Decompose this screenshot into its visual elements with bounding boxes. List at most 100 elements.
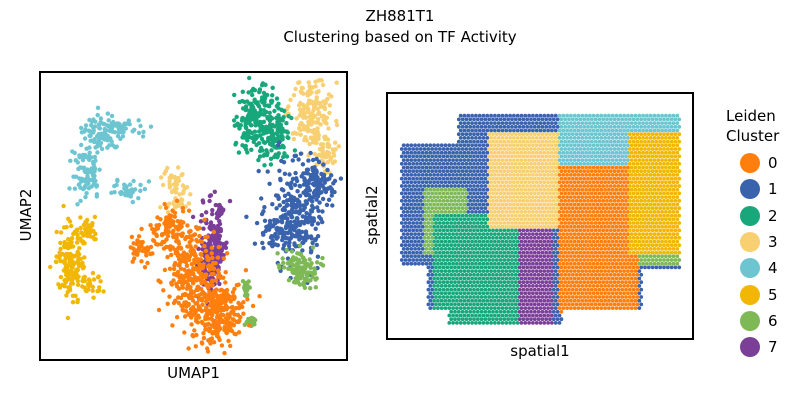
umap-point-cluster-3 [176,175,181,181]
umap-point-cluster-0 [173,260,178,266]
spatial-spot-cluster-1 [428,165,433,170]
spatial-spot-cluster-3 [487,139,492,144]
umap-point-cluster-0 [234,283,240,288]
spatial-spot-cluster-2 [455,217,459,222]
spatial-spot-cluster-0 [586,198,590,203]
spatial-spot-cluster-0 [574,243,579,248]
umap-point-cluster-2 [282,151,287,156]
spatial-spot-cluster-2 [479,213,484,218]
spatial-spot-cluster-4 [616,124,621,129]
umap-point-cluster-2 [244,116,249,122]
spatial-spot-cluster-0 [572,187,577,192]
spatial-spot-cluster-2 [455,224,459,229]
spatial-spot-cluster-0 [582,198,587,203]
spatial-spot-cluster-0 [578,213,583,218]
spatial-spot-cluster-5 [673,221,678,225]
spatial-spot-cluster-1 [534,113,539,118]
umap-point-cluster-5 [75,232,80,238]
spatial-spot-cluster-3 [508,143,512,148]
spatial-spot-cluster-3 [510,154,514,159]
spatial-spot-cluster-0 [624,235,628,240]
umap-point-cluster-0 [211,298,216,304]
spatial-spot-cluster-1 [462,158,467,162]
spatial-spot-cluster-1 [479,184,484,188]
spatial-spot-cluster-4 [635,117,640,122]
spatial-spot-cluster-0 [567,176,571,181]
spatial-spot-cluster-1 [510,124,514,129]
spatial-spot-cluster-4 [567,139,571,144]
spatial-spot-cluster-7 [532,228,537,233]
spatial-spot-cluster-0 [580,165,585,170]
spatial-spot-cluster-3 [508,195,512,199]
spatial-spot-cluster-1 [519,121,524,125]
spatial-spot-cluster-0 [557,202,562,207]
spatial-spot-cluster-3 [498,221,503,225]
spatial-spot-cluster-1 [468,147,473,151]
spatial-spot-cluster-1 [436,158,440,162]
spatial-spot-cluster-5 [662,206,666,211]
umap-point-cluster-5 [48,264,53,270]
spatial-spot-cluster-0 [572,195,577,199]
spatial-spot-cluster-0 [605,169,609,174]
spatial-spot-cluster-1 [455,165,459,170]
spatial-spot-cluster-3 [531,165,535,170]
spatial-spot-cluster-6 [428,224,433,229]
spatial-spot-cluster-5 [665,228,670,233]
spatial-spot-cluster-4 [580,158,585,162]
spatial-spot-cluster-0 [626,165,630,170]
spatial-spot-cluster-1 [555,228,560,233]
umap-point-cluster-1 [289,214,295,220]
spatial-spot-cluster-0 [578,184,583,188]
umap-point-cluster-0 [223,270,228,275]
spatial-spot-cluster-2 [494,243,499,248]
spatial-spot-cluster-5 [639,169,644,174]
spatial-spot-cluster-1 [468,117,473,122]
spatial-spot-cluster-5 [660,217,664,222]
spatial-spot-cluster-4 [612,139,617,144]
spatial-spot-cluster-2 [470,217,474,222]
spatial-spot-cluster-3 [550,150,554,155]
umap-point-cluster-3 [333,147,338,152]
umap-point-cluster-3 [334,80,339,85]
spatial-spot-cluster-0 [582,235,587,240]
spatial-spot-cluster-1 [456,184,461,188]
umap-point-cluster-0 [194,318,199,324]
spatial-spot-cluster-2 [447,224,452,229]
spatial-spot-cluster-1 [551,243,556,248]
umap-point-cluster-5 [66,252,71,257]
spatial-spot-cluster-3 [529,198,533,203]
umap-point-cluster-7 [210,211,215,217]
umap-point-cluster-4 [136,196,141,201]
spatial-spot-cluster-4 [601,132,606,137]
spatial-spot-cluster-1 [491,124,495,129]
spatial-spot-cluster-5 [671,173,676,177]
spatial-spot-cluster-1 [420,239,425,244]
spatial-spot-cluster-5 [639,161,644,166]
spatial-spot-cluster-4 [624,132,628,137]
spatial-spot-cluster-6 [436,195,440,199]
spatial-spot-cluster-0 [599,202,604,207]
spatial-spot-cluster-5 [646,176,651,181]
spatial-spot-cluster-0 [612,184,617,188]
spatial-spot-cluster-3 [529,132,533,137]
spatial-spot-cluster-1 [475,147,480,151]
spatial-spot-cluster-1 [447,180,452,185]
spatial-spot-cluster-3 [548,132,552,137]
spatial-spot-cluster-5 [665,235,670,240]
spatial-spot-cluster-0 [605,191,609,196]
spatial-spot-cluster-1 [401,158,406,162]
umap-point-cluster-1 [326,197,332,202]
spatial-spot-cluster-2 [456,228,461,233]
spatial-spot-cluster-1 [407,154,412,159]
umap-point-cluster-2 [261,153,266,158]
spatial-spot-cluster-1 [401,232,406,237]
spatial-spot-cluster-0 [578,206,583,211]
umap-point-cluster-0 [229,328,235,334]
umap-point-cluster-0 [188,285,193,290]
spatial-spot-cluster-0 [557,187,562,192]
umap-point-cluster-0 [187,240,192,245]
spatial-spot-cluster-6 [430,235,435,240]
umap-point-cluster-0 [227,312,232,317]
spatial-spot-cluster-1 [443,165,448,170]
spatial-spot-cluster-3 [525,139,530,144]
